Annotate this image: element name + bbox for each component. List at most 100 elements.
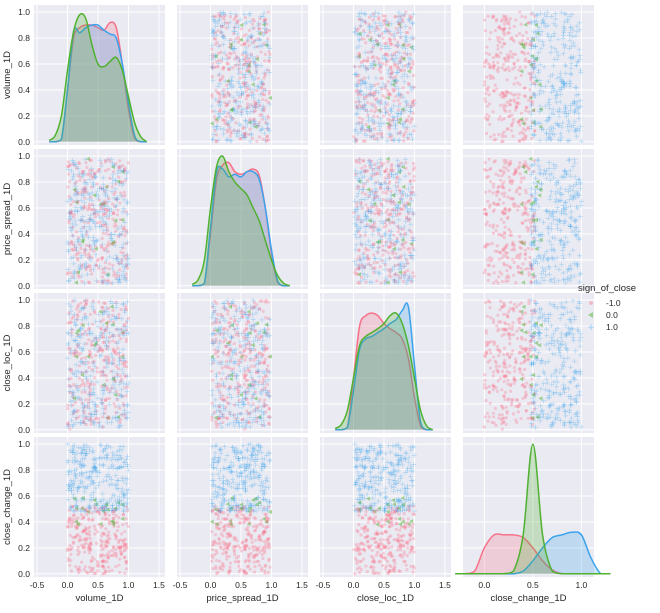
point-neg <box>96 366 99 369</box>
point-neg <box>391 220 394 223</box>
point-neg <box>385 42 388 45</box>
point-neg <box>115 365 118 368</box>
point-neg <box>506 78 509 81</box>
point-neg <box>237 359 240 362</box>
point-neg <box>229 340 232 343</box>
point-neg <box>525 31 528 34</box>
point-neg <box>508 176 511 179</box>
point-neg <box>402 134 405 137</box>
point-neg <box>506 161 509 164</box>
point-neg <box>265 299 268 302</box>
point-neg <box>512 274 515 277</box>
point-neg <box>412 162 415 165</box>
point-neg <box>497 55 500 58</box>
point-neg <box>93 376 96 379</box>
point-neg <box>69 271 72 274</box>
point-neg <box>247 64 250 67</box>
point-neg <box>408 43 411 46</box>
point-neg <box>257 352 260 355</box>
point-neg <box>411 212 414 215</box>
point-neg <box>119 337 122 340</box>
point-neg <box>386 160 389 163</box>
point-neg <box>95 264 98 267</box>
panel-volume_1D-vs-close_change_1D <box>463 5 594 145</box>
point-neg <box>89 245 92 248</box>
point-neg <box>236 21 239 24</box>
point-neg <box>360 167 363 170</box>
point-neg <box>83 356 86 359</box>
point-neg <box>368 16 371 19</box>
point-neg <box>496 36 499 39</box>
point-neg <box>485 75 488 78</box>
point-neg <box>217 383 220 386</box>
point-neg <box>529 281 532 284</box>
point-neg <box>521 201 524 204</box>
point-neg <box>104 169 107 172</box>
point-neg <box>353 271 356 274</box>
point-neg <box>483 80 486 83</box>
point-neg <box>384 52 387 55</box>
point-neg <box>112 170 115 173</box>
point-neg <box>82 190 85 193</box>
point-neg <box>109 370 112 373</box>
point-neg <box>492 232 495 235</box>
point-neg <box>229 52 232 55</box>
point-neg <box>411 117 414 120</box>
y-tick-label: 0.6 <box>18 203 30 213</box>
point-neg <box>364 234 367 237</box>
point-neg <box>501 135 504 138</box>
point-neg <box>388 92 391 95</box>
point-neg <box>527 72 530 75</box>
point-neg <box>268 29 271 32</box>
point-neg <box>100 328 103 331</box>
point-neg <box>101 425 104 428</box>
point-neg <box>80 357 83 360</box>
point-neg <box>81 379 84 382</box>
point-neg <box>405 127 408 130</box>
point-neg <box>243 83 246 86</box>
point-neg <box>264 53 267 56</box>
point-neg <box>495 229 498 232</box>
point-neg <box>492 281 495 284</box>
point-neg <box>396 185 399 188</box>
point-neg <box>483 208 486 211</box>
point-neg <box>242 34 245 37</box>
point-neg <box>508 110 511 113</box>
point-neg <box>518 139 521 142</box>
point-neg <box>412 179 415 182</box>
point-neg <box>89 394 92 397</box>
point-neg <box>112 193 115 196</box>
point-neg <box>357 230 360 233</box>
point-neg <box>396 66 399 69</box>
point-neg <box>483 271 486 274</box>
point-neg <box>524 219 527 222</box>
point-neg <box>408 172 411 175</box>
point-neg <box>530 195 533 198</box>
point-neg <box>97 417 100 420</box>
point-neg <box>523 241 526 244</box>
point-neg <box>525 118 528 121</box>
point-neg <box>125 254 128 257</box>
point-neg <box>210 370 213 373</box>
point-neg <box>235 323 238 326</box>
point-neg <box>524 188 527 191</box>
point-neg <box>108 390 111 393</box>
point-neg <box>75 230 78 233</box>
point-neg <box>486 15 489 18</box>
point-neg <box>402 271 405 274</box>
point-neg <box>252 402 255 405</box>
point-neg <box>106 208 109 211</box>
point-neg <box>404 130 407 133</box>
point-neg <box>401 86 404 89</box>
point-neg <box>391 53 394 56</box>
point-neg <box>382 254 385 257</box>
point-neg <box>84 398 87 401</box>
point-neg <box>513 98 516 101</box>
point-neg <box>107 359 110 362</box>
panel-volume_1D-vs-price_spread_1D <box>177 5 308 145</box>
point-neg <box>357 74 360 77</box>
point-neg <box>75 307 78 310</box>
point-neg <box>87 338 90 341</box>
point-neg <box>503 232 506 235</box>
point-neg <box>261 388 264 391</box>
